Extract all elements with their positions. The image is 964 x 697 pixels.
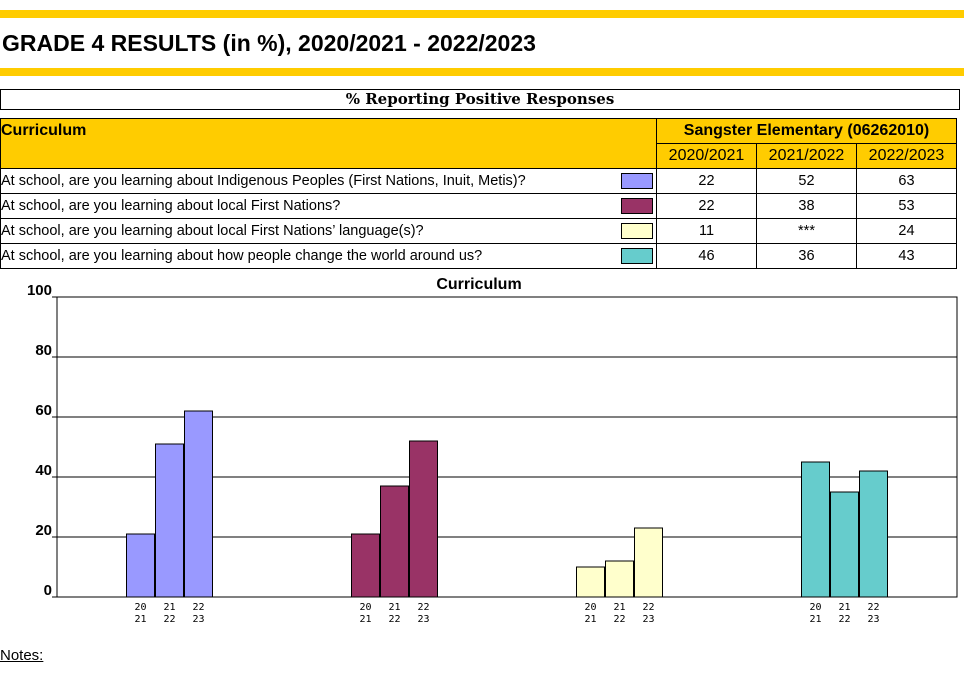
bar [409,440,438,598]
value-cell: 38 [756,193,857,219]
bar-year-label: 21 [613,602,625,613]
y-tick-label: 60 [35,402,52,419]
value-cell: 43 [856,243,957,269]
bar [634,527,663,598]
bar-year-label: 22 [867,602,879,613]
value-cell: 46 [656,243,757,269]
y-tick-label: 20 [35,522,52,539]
value-cell: 22 [656,168,757,194]
school-header: Sangster Elementary (06262010) [656,118,957,144]
bar-year-label: 21 [838,602,850,613]
bar-year-label: 21 [163,602,175,613]
legend-swatch [621,173,653,189]
bar [184,410,213,598]
bar-year-label: 22 [417,602,429,613]
bar [155,443,184,598]
chart-title: Curriculum [436,276,522,293]
bar [859,470,888,598]
question-cell: At school, are you learning about local … [0,193,657,219]
category-header: Curriculum [0,118,657,169]
bar [351,533,380,598]
bar-chart: 0204060801002021212222232021212222232021… [27,285,958,625]
results-table: Curriculum Sangster Elementary (06262010… [0,118,957,269]
title-accent-bar [0,68,964,76]
bar-year-label: 20 [809,602,821,613]
y-tick-label: 100 [27,285,52,299]
table-header-row: Curriculum Sangster Elementary (06262010… [0,118,957,169]
bar [801,461,830,598]
bar-year-label: 22 [838,614,850,625]
bar-year-label: 20 [359,602,371,613]
legend-swatch [621,223,653,239]
question-text: At school, are you learning about Indige… [1,173,526,189]
bar-year-label: 21 [809,614,821,625]
value-cell: 22 [656,193,757,219]
bar [605,560,634,598]
question-text: At school, are you learning about local … [1,223,424,239]
bar-year-label: 23 [642,614,654,625]
legend-swatch [621,248,653,264]
question-cell: At school, are you learning about Indige… [0,168,657,194]
table-row: At school, are you learning about local … [0,193,957,219]
table-row: At school, are you learning about how pe… [0,243,957,269]
value-cell: 24 [856,218,957,244]
table-row: At school, are you learning about Indige… [0,168,957,194]
year-header-row: 2020/2021 2021/2022 2022/2023 [1,143,957,169]
year-header: 2021/2022 [756,143,857,169]
bar [830,491,859,598]
bar-year-label: 23 [417,614,429,625]
y-tick-label: 0 [44,582,52,599]
bar [576,566,605,598]
bar-year-label: 22 [192,602,204,613]
value-cell: 53 [856,193,957,219]
value-cell: 36 [756,243,857,269]
question-text: At school, are you learning about local … [1,198,341,214]
bar-year-label: 23 [867,614,879,625]
notes-label: Notes: [0,647,44,664]
bar-year-label: 21 [584,614,596,625]
table-row: At school, are you learning about local … [0,218,957,244]
year-header: 2022/2023 [856,143,957,169]
value-cell: 11 [656,218,757,244]
bar-year-label: 20 [134,602,146,613]
question-text: At school, are you learning about how pe… [1,248,483,264]
bar-year-label: 21 [134,614,146,625]
value-cell: 52 [756,168,857,194]
bar-year-label: 20 [584,602,596,613]
top-accent-bar [0,10,964,18]
bar-year-label: 22 [388,614,400,625]
bar-year-label: 21 [359,614,371,625]
y-tick-label: 80 [35,342,52,359]
y-tick-label: 40 [35,462,52,479]
bar-year-label: 22 [642,602,654,613]
bar [126,533,155,598]
value-cell: *** [756,218,857,244]
page-title: GRADE 4 RESULTS (in %), 2020/2021 - 2022… [2,30,536,56]
year-header: 2020/2021 [656,143,757,169]
question-cell: At school, are you learning about local … [0,218,657,244]
bar [380,485,409,598]
bar-year-label: 22 [163,614,175,625]
bar-year-label: 22 [613,614,625,625]
question-cell: At school, are you learning about how pe… [0,243,657,269]
bar-year-label: 21 [388,602,400,613]
bar-year-label: 23 [192,614,204,625]
value-cell: 63 [856,168,957,194]
section-header: % Reporting Positive Responses [0,89,960,110]
legend-swatch [621,198,653,214]
